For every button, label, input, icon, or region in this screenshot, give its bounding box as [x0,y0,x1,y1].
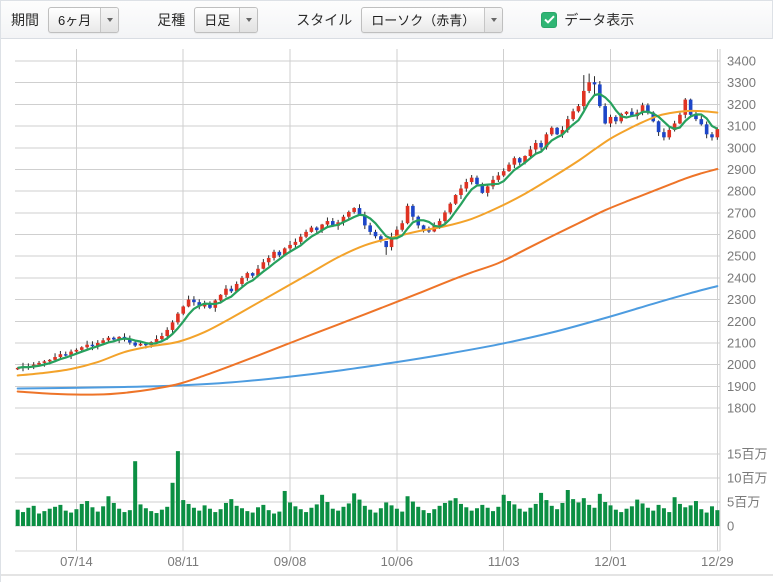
chevron-down-icon[interactable] [239,7,258,32]
grid-lines [1,49,773,576]
bartype-label: 足種 [157,11,186,28]
price-axis-label: 2500 [727,249,756,264]
date-axis-label: 07/14 [60,554,93,569]
volume-axis-label: 0 [727,519,734,534]
price-axis-label: 2600 [727,227,756,242]
price-axis-label: 2200 [727,314,756,329]
price-axis-label: 3100 [727,119,756,134]
axis-labels: 1800 1900 2000 2100 2200 2300 2400 2500 2600 2700… [60,54,767,570]
price-axis-label: 2900 [727,162,756,177]
candlestick-chart: 1800 1900 2000 2100 2200 2300 2400 2500 2600 2700… [1,39,773,583]
data-display-toggle[interactable]: データ表示 [541,10,634,30]
price-axis-label: 3300 [727,75,756,90]
period-label: 期間 [11,11,39,28]
bartype-dropdown-value: 日足 [204,13,231,28]
checkmark-icon [544,15,555,24]
date-axis-label: 12/29 [701,554,734,569]
style-dropdown[interactable]: ローソク（赤青） [361,6,504,33]
price-axis-label: 2300 [727,292,756,307]
price-axis-label: 1800 [727,401,756,416]
moving-average-lines [16,92,719,396]
ma-short-green [17,92,718,369]
price-axis-label: 3200 [727,97,756,112]
ma-longest-blue [16,285,719,390]
style-dropdown-value: ローソク（赤青） [371,13,476,28]
price-axis-label: 2800 [727,184,756,199]
price-axis-label: 3000 [727,140,756,155]
checkbox-checked-icon[interactable] [541,11,558,28]
volume-axis-label: 15百万 [727,447,767,462]
price-axis-label: 1900 [727,379,756,394]
ma-mid-yellow [16,109,719,377]
style-label: スタイル [296,11,353,28]
volume-axis-label: 10百万 [727,471,767,486]
candles [15,73,720,372]
price-axis-label: 2400 [727,270,756,285]
ma-long-orange [16,168,719,396]
volume-bars [15,451,720,526]
price-axis-label: 2700 [727,205,756,220]
date-axis-label: 10/06 [381,554,414,569]
volume-axis-label: 5百万 [727,495,760,510]
date-axis-label: 08/11 [167,554,199,569]
chevron-down-icon[interactable] [484,7,503,32]
period-dropdown-value: 6ヶ月 [58,13,92,28]
price-axis-label: 3400 [727,54,756,69]
date-axis-label: 09/08 [274,554,307,569]
chevron-down-icon[interactable] [100,7,119,32]
date-axis-label: 11/03 [488,554,520,569]
toolbar: 期間 6ヶ月 足種 日足 スタイル ローソク（赤青） データ表示 [1,1,772,39]
data-display-label: データ表示 [564,11,635,28]
period-dropdown[interactable]: 6ヶ月 [48,6,120,33]
price-axis-label: 2100 [727,335,756,350]
date-axis-label: 12/01 [594,554,627,569]
bartype-dropdown[interactable]: 日足 [194,6,259,33]
price-axis-label: 2000 [727,357,756,372]
